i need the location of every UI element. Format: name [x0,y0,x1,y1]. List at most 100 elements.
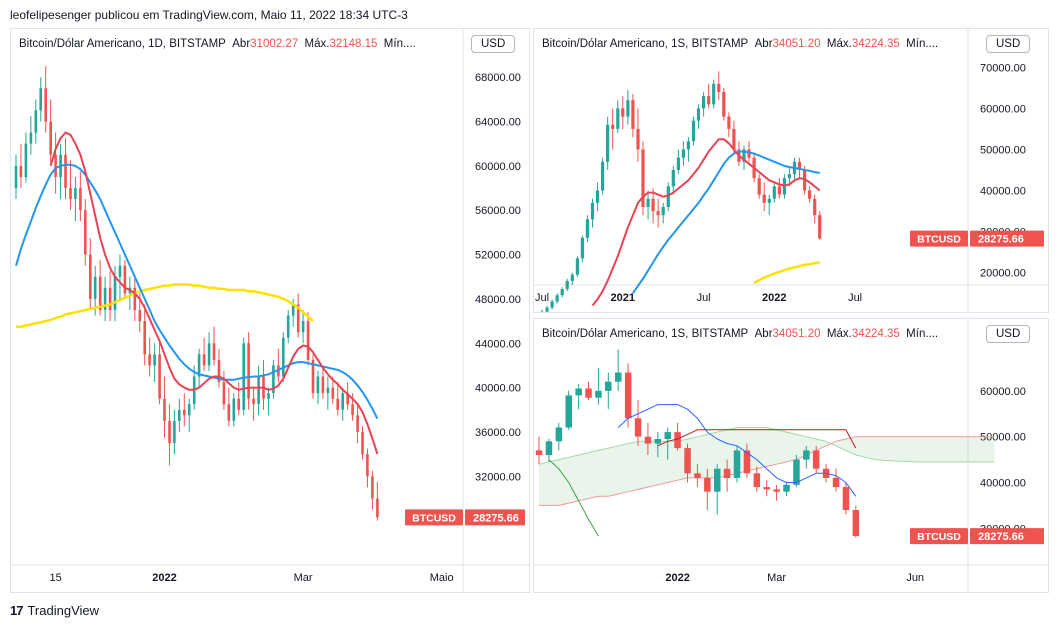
candle-down [361,432,364,455]
candle-down [818,215,822,239]
candle-up [560,289,564,296]
candle-down [79,188,82,211]
candle-down [351,404,354,416]
candle-down [722,92,726,117]
tradingview-logo-icon: 17 [10,603,24,618]
candle-down [371,476,374,499]
candle-up [767,198,771,203]
candle-up [29,132,33,144]
candle-up [545,307,549,312]
candle-down [89,254,92,299]
tradingview-brand: TradingView [27,603,100,618]
candle-up [646,198,650,207]
candle-up [702,96,706,109]
candle-up [34,110,38,133]
candle-down [535,450,543,455]
candle-down [704,477,711,492]
candle-up [113,276,117,310]
x-tick-label: 2022 [762,292,786,304]
candle-up [550,301,554,308]
candle-up [671,170,675,187]
tradingview-logo[interactable]: 17 TradingView [10,603,99,618]
price-label-symbol: BTCUSD [917,234,961,246]
candle-up [153,354,156,366]
candle-down [694,473,701,478]
candle-down [212,343,216,360]
candle-up [664,432,671,439]
candle-up [783,484,790,492]
currency-button-daily[interactable]: USD [471,35,516,53]
y-tick-label: 50000.00 [980,144,1026,156]
candle-up [595,390,602,398]
candle-down [611,124,615,129]
candle-up [691,120,696,142]
candle-up [681,149,685,158]
y-tick-label: 36000.00 [475,427,521,439]
chart-canvas-weekly-ichimoku[interactable]: 60000.0050000.0040000.0030000.002022MarJ… [534,319,1048,592]
y-tick-label: 52000.00 [475,250,521,262]
chart-canvas-weekly-ma[interactable]: 70000.0060000.0050000.0040000.0030000.00… [534,29,1048,312]
candle-up [626,100,630,117]
candle-up [565,280,569,290]
candle-up [301,321,305,333]
y-tick-label: 50000.00 [980,432,1026,444]
candle-down [747,149,751,158]
price-label-symbol: BTCUSD [412,512,456,524]
candle-up [118,265,122,277]
candle-down [202,354,206,366]
candle-up [24,143,28,177]
x-tick-label: 2022 [152,572,176,584]
candle-down [123,265,127,294]
candle-down [222,382,226,405]
moving-average-fast-line [49,131,379,455]
chart-canvas-daily[interactable]: 68000.00 64000.00 60000.00 56000.00 52000.00… [11,29,529,592]
price-label-value-bg [970,528,1044,545]
price-label-symbol-bg [910,230,968,247]
candle-up [242,343,245,410]
candle-down [585,388,592,398]
moving-average-slow-line [16,283,314,328]
candle-down [98,276,102,310]
currency-button-weekly-ichimoku[interactable]: USD [986,325,1031,343]
candle-up [606,124,610,162]
candle-down [631,100,635,129]
candle-up [616,108,620,129]
candle-up [39,88,42,111]
price-label-value: 28275.66 [473,512,519,524]
ichimoku-tenkan-line [617,404,857,497]
candle-up [601,161,605,191]
candle-down [69,188,72,200]
price-label-symbol-bg [405,509,463,526]
x-tick-label: Jul [535,292,549,304]
candle-down [252,398,255,405]
candle-down [773,489,780,492]
candle-down [148,354,151,366]
candle-up [686,141,690,150]
candle-down [331,387,335,399]
candle-up [772,186,776,199]
y-tick-label: 44000.00 [475,338,521,350]
moving-average-mid-line [15,163,379,420]
candle-up [733,450,741,478]
candle-up [326,387,330,394]
candle-down [138,310,142,322]
candle-down [183,409,186,416]
chart-panel-weekly-ma[interactable]: 70000.0060000.0050000.0040000.0030000.00… [533,28,1049,313]
candle-up [666,186,670,207]
candle-up [793,459,800,485]
candle-down [311,359,315,394]
senkou-span-a-line [538,427,995,465]
candle-up [93,276,97,299]
currency-button-weekly-ma[interactable]: USD [986,35,1031,53]
candle-down [634,418,642,437]
ichimoku-kijun-line [657,429,857,449]
candle-up [787,174,791,179]
candle-down [743,450,751,474]
chart-panel-daily[interactable]: 68000.00 64000.00 60000.00 56000.00 52000.00… [10,28,530,593]
candle-down [306,321,310,360]
candle-down [813,198,817,216]
candle-up [742,149,746,162]
candle-down [624,372,632,419]
candle-down [158,354,161,399]
chart-panel-weekly-ichimoku[interactable]: 60000.0050000.0040000.0030000.002022MarJ… [533,318,1049,593]
